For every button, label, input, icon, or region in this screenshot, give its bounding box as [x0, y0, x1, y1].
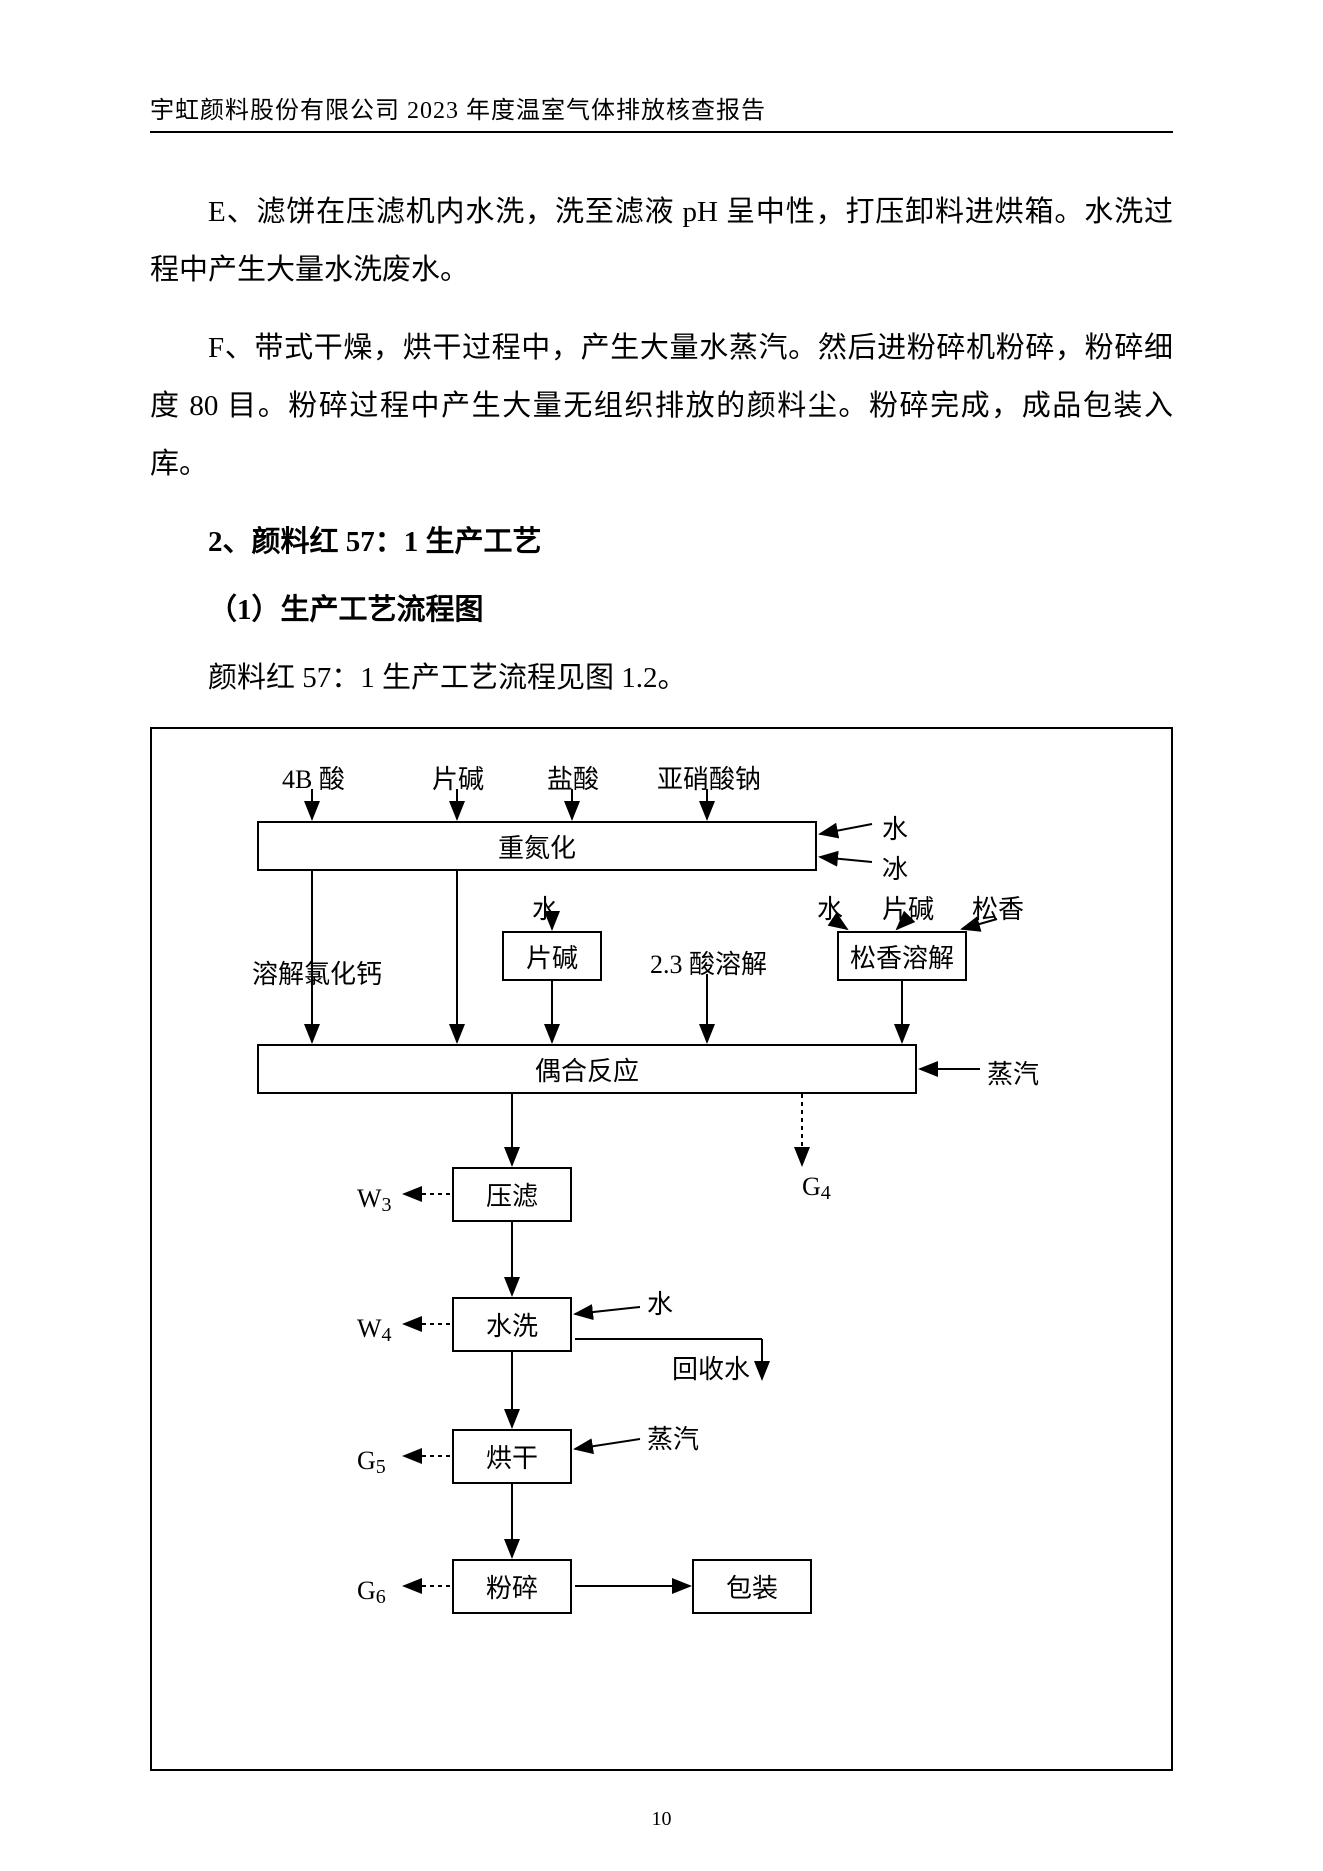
label-w3: W3: [357, 1184, 392, 1214]
arrow-4: [820, 824, 872, 834]
label-g5: G5: [357, 1446, 386, 1476]
label-shui2: 水: [532, 889, 558, 926]
arrow-5: [820, 857, 872, 862]
node-baozhuang: 包装: [692, 1559, 812, 1614]
node-shuixi: 水洗: [452, 1297, 572, 1352]
label-shui1: 水: [882, 809, 908, 846]
node-pianjian: 片碱: [502, 931, 602, 981]
process-flowchart: 重氮化片碱松香溶解偶合反应压滤水洗烘干粉碎包装 4B 酸片碱盐酸亚硝酸钠水冰水水…: [150, 727, 1173, 1771]
arrow-25: [575, 1439, 640, 1449]
label-zhengqi1: 蒸汽: [987, 1054, 1039, 1091]
node-yalu: 压滤: [452, 1167, 572, 1222]
label-suan: 2.3 酸溶解: [650, 944, 767, 981]
paragraph-f: F、带式干燥，烘干过程中，产生大量水蒸汽。然后进粉碎机粉碎，粉碎细度 80 目。…: [150, 319, 1173, 493]
label-w4: W4: [357, 1314, 392, 1344]
arrow-21: [575, 1307, 640, 1314]
heading-2: 2、颜料红 57：1 生产工艺: [208, 513, 1173, 571]
label-in3: 盐酸: [547, 759, 599, 796]
node-songxiang: 松香溶解: [837, 931, 967, 981]
label-shui4: 水: [647, 1284, 673, 1321]
flow-arrows: [152, 729, 1171, 1769]
paragraph-e: E、滤饼在压滤机内水洗，洗至滤液 pH 呈中性，打压卸料进烘箱。水洗过程中产生大…: [150, 183, 1173, 299]
node-honggan: 烘干: [452, 1429, 572, 1484]
label-shui3: 水: [817, 889, 843, 926]
label-in4: 亚硝酸钠: [657, 759, 761, 796]
label-g6: G6: [357, 1576, 386, 1606]
label-in1: 4B 酸: [282, 759, 345, 796]
label-in2: 片碱: [432, 759, 484, 796]
label-pianjian2: 片碱: [882, 889, 934, 926]
label-bing: 冰: [882, 849, 908, 886]
node-coupling: 偶合反应: [257, 1044, 917, 1094]
node-fensui: 粉碎: [452, 1559, 572, 1614]
label-zhengqi2: 蒸汽: [647, 1419, 699, 1456]
label-songxiang2: 松香: [972, 889, 1024, 926]
heading-3: （1）生产工艺流程图: [208, 581, 1173, 639]
node-diazo: 重氮化: [257, 821, 817, 871]
label-g4: G4: [802, 1172, 831, 1202]
label-rongjie: 溶解氯化钙: [252, 954, 382, 991]
page-number: 10: [0, 1808, 1323, 1831]
paragraph-ref: 颜料红 57：1 生产工艺流程见图 1.2。: [150, 649, 1173, 707]
page-header: 宇虹颜料股份有限公司 2023 年度温室气体排放核查报告: [150, 90, 1173, 133]
label-huishou: 回收水: [672, 1349, 750, 1386]
